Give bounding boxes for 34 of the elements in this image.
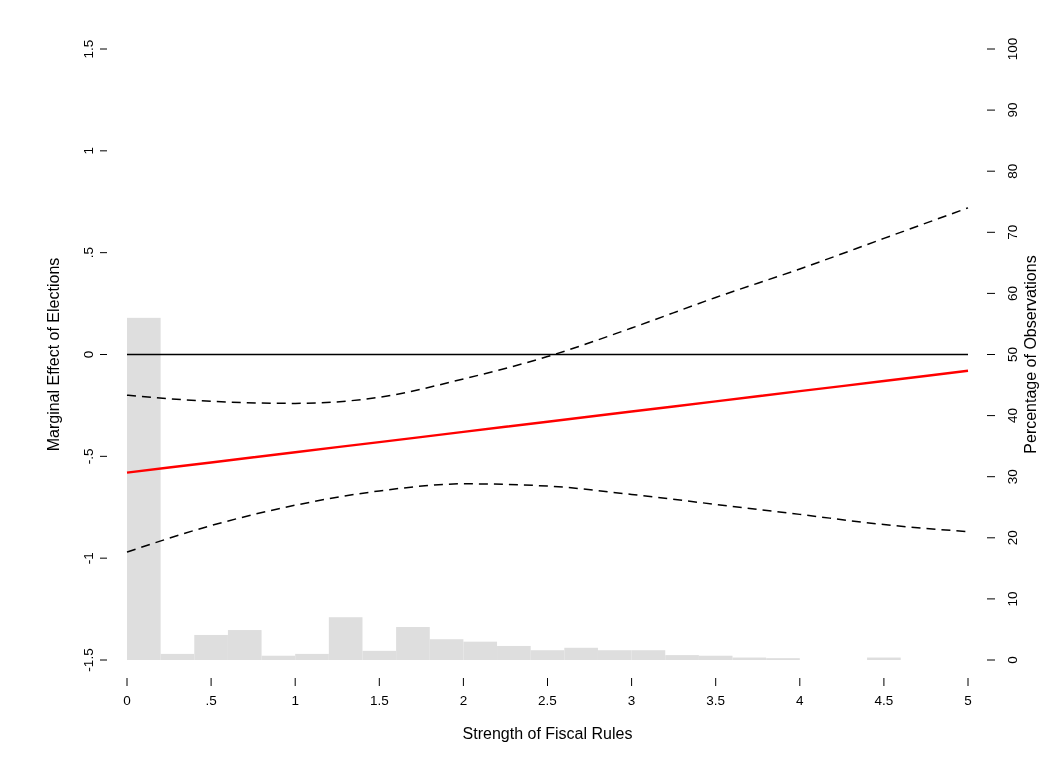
y-tick-label: -1 bbox=[81, 552, 96, 565]
x-tick-label: 4.5 bbox=[874, 693, 894, 708]
y2-tick-label: 50 bbox=[1005, 346, 1020, 363]
y2-tick-label: 40 bbox=[1005, 408, 1020, 424]
y-tick-label: 1 bbox=[81, 147, 96, 155]
x-tick-label: 1.5 bbox=[369, 693, 389, 708]
y2-tick-label: 30 bbox=[1005, 469, 1020, 485]
y2-tick-label: 100 bbox=[1005, 37, 1020, 61]
y2-tick-label: 80 bbox=[1005, 163, 1020, 179]
y2-tick-label: 60 bbox=[1005, 285, 1020, 301]
x-tick-label: 2.5 bbox=[538, 693, 557, 708]
x-tick-label: 3 bbox=[627, 693, 636, 708]
y2-tick-label: 10 bbox=[1005, 591, 1020, 607]
x-tick-label: 2 bbox=[459, 693, 468, 708]
x-tick-label: 0 bbox=[123, 693, 131, 708]
line-series bbox=[126, 207, 969, 405]
x-tick-label: 3.5 bbox=[706, 693, 726, 708]
y2-tick-label: 0 bbox=[1005, 656, 1020, 664]
y-tick-label: -1.5 bbox=[81, 648, 96, 672]
y-tick-label: .5 bbox=[81, 247, 96, 259]
x-axis-title: Strength of Fiscal Rules bbox=[462, 725, 633, 742]
y2-tick-label: 20 bbox=[1005, 530, 1020, 546]
x-tick-label: .5 bbox=[205, 693, 217, 708]
y-tick-label: 1.5 bbox=[81, 39, 96, 59]
x-tick-label: 4 bbox=[796, 693, 805, 708]
y-axis-title: Marginal Effect of Elections bbox=[45, 257, 62, 452]
line-series bbox=[125, 369, 970, 474]
y-tick-label: 0 bbox=[81, 350, 96, 359]
x-tick-label: 1 bbox=[291, 693, 299, 708]
y2-axis-title: Percentage of Observations bbox=[1022, 255, 1039, 454]
y2-tick-label: 90 bbox=[1005, 102, 1020, 118]
y2-tick-label: 70 bbox=[1005, 224, 1020, 240]
y-tick-label: -.5 bbox=[81, 448, 96, 465]
x-tick-label: 5 bbox=[964, 693, 972, 708]
